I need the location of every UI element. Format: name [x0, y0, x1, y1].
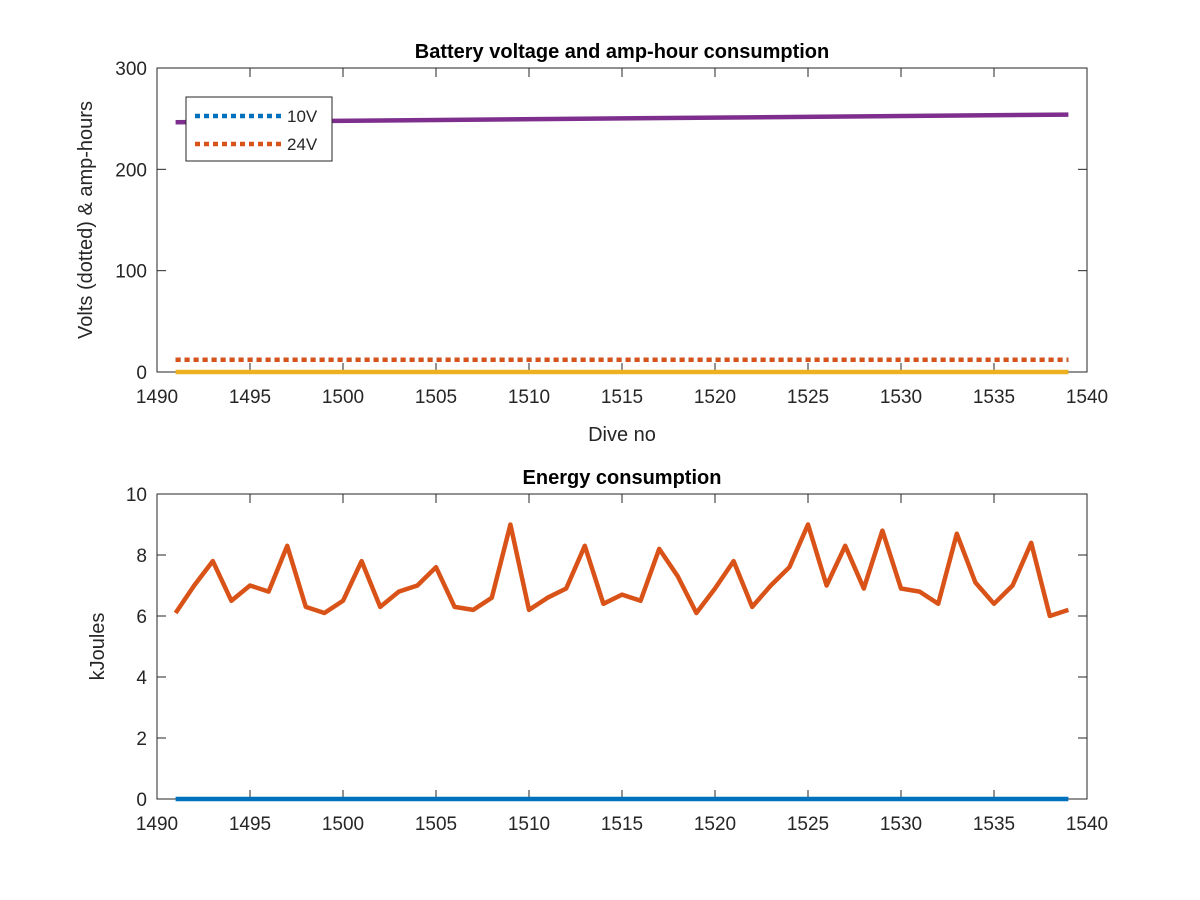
plot-title: Battery voltage and amp-hour consumption: [415, 41, 829, 63]
y-tick-label: 8: [136, 546, 147, 567]
x-tick-label: 1510: [508, 814, 550, 835]
x-tick-label: 1520: [694, 387, 736, 408]
legend-label: 24V: [287, 135, 318, 154]
x-tick-label: 1500: [322, 387, 364, 408]
plot-title: Energy consumption: [523, 467, 722, 489]
energy-consumption-plot: 1490 1495 1500 1505 1510 1515 1520 1525 1530 1535…: [87, 467, 1108, 835]
y-tick-label: 0: [136, 790, 147, 811]
x-tick-label: 1530: [880, 814, 922, 835]
x-tick-label: 1490: [136, 387, 178, 408]
x-tick-label: 1495: [229, 814, 271, 835]
y-tick-label: 0: [136, 363, 147, 384]
legend-label: 10V: [287, 107, 318, 126]
x-tick-label: 1510: [508, 387, 550, 408]
x-axis-label: Dive no: [588, 424, 656, 446]
x-tick-label: 1535: [973, 387, 1015, 408]
y-tick-label: 6: [136, 607, 147, 628]
x-tick-label: 1505: [415, 387, 457, 408]
y-tick-label: 300: [115, 59, 147, 80]
x-tick-label: 1500: [322, 814, 364, 835]
x-tick-label: 1530: [880, 387, 922, 408]
x-tick-label: 1520: [694, 814, 736, 835]
x-tick-label: 1535: [973, 814, 1015, 835]
x-tick-label: 1540: [1066, 387, 1108, 408]
x-tick-label: 1515: [601, 814, 643, 835]
x-tick-label: 1495: [229, 387, 271, 408]
x-tick-label: 1525: [787, 814, 829, 835]
x-tick-label: 1540: [1066, 814, 1108, 835]
x-tick-label: 1490: [136, 814, 178, 835]
x-tick-label: 1515: [601, 387, 643, 408]
y-tick-label: 4: [136, 668, 147, 689]
battery-voltage-plot: 1490 1495 1500 1505 1510 1515 1520 1525 1530 1535…: [75, 41, 1108, 446]
y-tick-label: 2: [136, 729, 147, 750]
y-tick-label: 100: [115, 262, 147, 283]
legend-box: [185, 96, 333, 162]
series-lines: [173, 522, 1070, 802]
x-tick-label: 1525: [787, 387, 829, 408]
y-axis-label: kJoules: [87, 613, 109, 681]
y-tick-label: 200: [115, 160, 147, 181]
y-axis-label: Volts (dotted) & amp-hours: [75, 101, 97, 339]
x-tick-label: 1505: [415, 814, 457, 835]
y-tick-label: 10: [126, 485, 147, 506]
axes-box: [156, 493, 1088, 800]
